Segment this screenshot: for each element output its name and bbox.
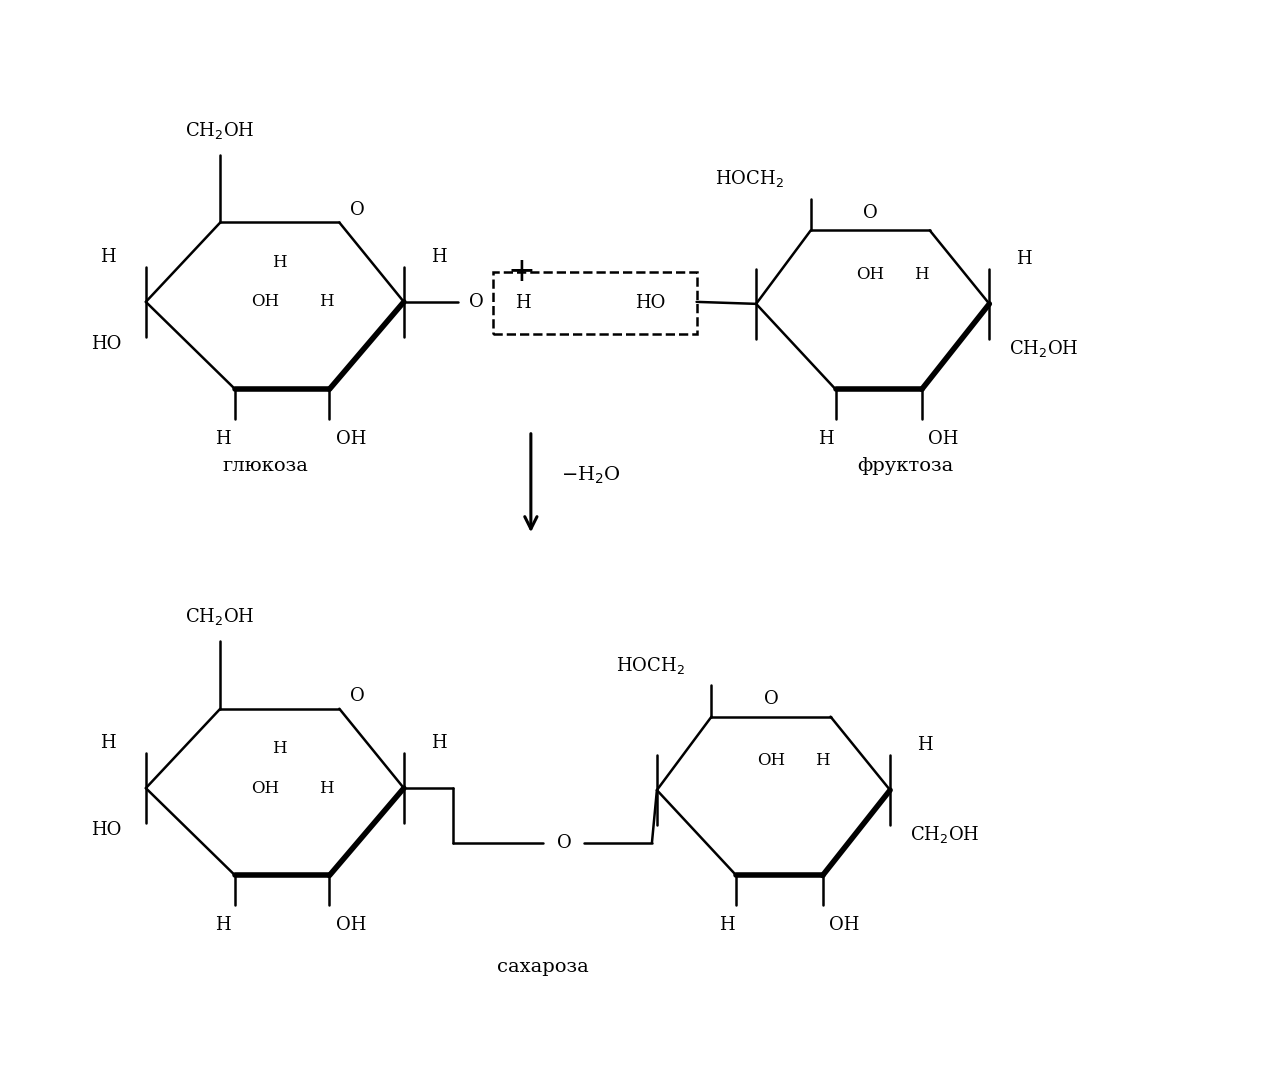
- Text: OH: OH: [856, 266, 884, 282]
- Text: H: H: [100, 735, 116, 752]
- Text: OH: OH: [336, 429, 367, 448]
- Text: H: H: [431, 249, 447, 266]
- Text: HO: HO: [634, 294, 665, 312]
- Text: H: H: [918, 737, 933, 754]
- Text: $-$H$_2$O: $-$H$_2$O: [561, 464, 620, 486]
- Text: HOCH$_2$: HOCH$_2$: [714, 168, 784, 190]
- Text: O: O: [468, 293, 484, 311]
- Text: H: H: [215, 429, 232, 448]
- Text: H: H: [319, 779, 333, 797]
- Text: H: H: [100, 249, 116, 266]
- Text: O: O: [350, 201, 364, 219]
- Text: H: H: [215, 916, 232, 934]
- Text: HOCH$_2$: HOCH$_2$: [615, 655, 685, 676]
- Text: H: H: [273, 254, 287, 270]
- Text: OH: OH: [928, 429, 959, 448]
- Text: фруктоза: фруктоза: [857, 457, 954, 474]
- Text: H: H: [915, 266, 929, 282]
- Text: O: O: [557, 834, 571, 851]
- Text: OH: OH: [829, 916, 860, 934]
- Text: H: H: [273, 740, 287, 756]
- Text: O: O: [763, 690, 779, 707]
- Text: O: O: [350, 687, 364, 705]
- Text: CH$_2$OH: CH$_2$OH: [185, 120, 255, 141]
- Text: CH$_2$OH: CH$_2$OH: [185, 606, 255, 627]
- Text: +: +: [507, 256, 535, 288]
- Text: H: H: [817, 429, 834, 448]
- Text: CH$_2$OH: CH$_2$OH: [1009, 338, 1079, 359]
- Text: HO: HO: [91, 821, 121, 839]
- Text: сахароза: сахароза: [497, 958, 588, 976]
- Text: H: H: [431, 735, 447, 752]
- Text: H: H: [718, 916, 734, 934]
- Text: H: H: [1017, 251, 1032, 268]
- Text: H: H: [515, 294, 530, 312]
- Text: OH: OH: [336, 916, 367, 934]
- Text: OH: OH: [251, 779, 279, 797]
- Text: H: H: [815, 752, 830, 768]
- Text: O: O: [862, 204, 878, 221]
- Text: OH: OH: [757, 752, 785, 768]
- Text: HO: HO: [91, 335, 121, 352]
- Text: CH$_2$OH: CH$_2$OH: [910, 824, 979, 845]
- Text: глюкоза: глюкоза: [221, 457, 308, 474]
- Text: H: H: [319, 293, 333, 311]
- Text: OH: OH: [251, 293, 279, 311]
